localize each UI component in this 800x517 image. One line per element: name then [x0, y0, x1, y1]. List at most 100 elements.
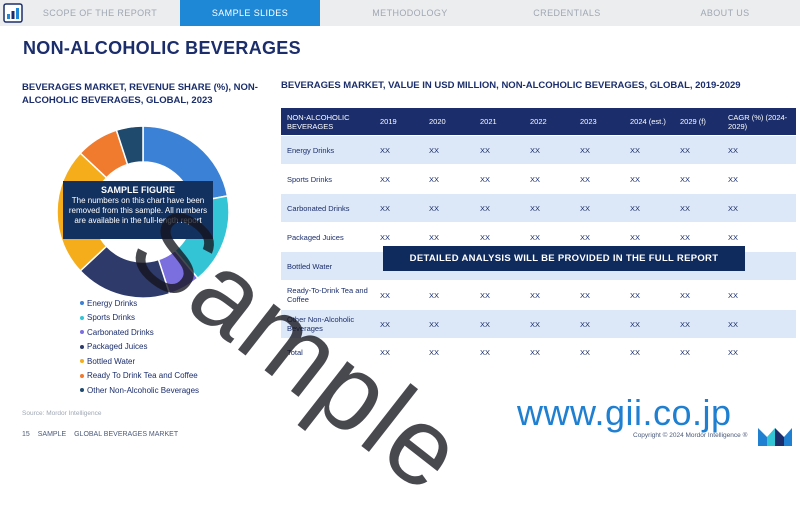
- donut-slice: [115, 125, 144, 166]
- legend-item: Bottled Water: [80, 354, 199, 369]
- table-cell: XX: [630, 290, 641, 300]
- table-cell: XX: [530, 203, 541, 213]
- legend-dot: [80, 315, 84, 320]
- table-cell: XX: [380, 203, 391, 213]
- legend-label: Carbonated Drinks: [87, 327, 154, 337]
- table-cell: XX: [680, 290, 691, 300]
- table-cell: XX: [480, 174, 491, 184]
- sample-figure-heading: SAMPLE FIGURE: [100, 185, 175, 195]
- row-label: Ready-To-Drink Tea and Coffee: [287, 286, 368, 304]
- table-row: Energy Drinks XX XX XX XX XX XX XX XX: [281, 136, 796, 165]
- tab-credentials[interactable]: CREDENTIALS: [533, 8, 601, 18]
- table-cell: XX: [480, 290, 491, 300]
- row-label: Carbonated Drinks: [287, 203, 350, 213]
- row-label: Bottled Water: [287, 261, 333, 271]
- legend-dot: [80, 373, 84, 378]
- table-title: BEVERAGES MARKET, VALUE IN USD MILLION, …: [281, 80, 741, 91]
- legend-label: Packaged Juices: [87, 342, 148, 352]
- table-cell: XX: [680, 319, 691, 329]
- table-cell: XX: [530, 319, 541, 329]
- column-header: 2022: [530, 117, 547, 126]
- table-cell: XX: [680, 232, 691, 242]
- table-cell: XX: [530, 232, 541, 242]
- table-row: Sports Drinks XX XX XX XX XX XX XX XX: [281, 165, 796, 194]
- table-cell: XX: [429, 290, 440, 300]
- table-cell: XX: [728, 174, 739, 184]
- table-cell: XX: [680, 203, 691, 213]
- tab-methodology[interactable]: METHODOLOGY: [372, 8, 448, 18]
- table-cell: XX: [580, 232, 591, 242]
- source-note: Source: Mordor Intelligence: [22, 410, 102, 417]
- row-label: Packaged Juices: [287, 232, 344, 242]
- table-cell: XX: [580, 290, 591, 300]
- table-header-row: NON-ALCOHOLIC BEVERAGES 2019 2020 2021 2…: [281, 108, 796, 136]
- row-label: Sports Drinks: [287, 174, 333, 184]
- report-logo-icon[interactable]: [2, 2, 24, 24]
- legend-item: Other Non-Alcoholic Beverages: [80, 383, 199, 398]
- column-header: 2023: [580, 117, 597, 126]
- tab-sample-slides[interactable]: SAMPLE SLIDES: [180, 0, 320, 26]
- column-header: 2024 (est.): [630, 117, 666, 126]
- top-nav: SCOPE OF THE REPORT SAMPLE SLIDES METHOD…: [0, 0, 800, 26]
- tab-about-us[interactable]: ABOUT US: [700, 8, 750, 18]
- footer-label: SAMPLE: [37, 431, 67, 438]
- full-report-banner: DETAILED ANALYSIS WILL BE PROVIDED IN TH…: [383, 246, 745, 271]
- legend-item: Sports Drinks: [80, 311, 199, 326]
- column-header: 2029 (f): [680, 117, 706, 126]
- table-cell: XX: [480, 348, 491, 357]
- legend-label: Energy Drinks: [87, 298, 138, 308]
- table-cell: XX: [530, 145, 541, 155]
- chart-title: BEVERAGES MARKET, REVENUE SHARE (%), NON…: [22, 82, 258, 106]
- legend-dot: [80, 359, 84, 364]
- table-cell: XX: [630, 348, 641, 357]
- legend-label: Bottled Water: [87, 356, 136, 366]
- table-cell: XX: [630, 203, 641, 213]
- table-row: Other Non-Alcoholic Beverages XX XX XX XX XX X…: [281, 310, 796, 339]
- row-label: Energy Drinks: [287, 145, 335, 155]
- column-header: NON-ALCOHOLIC BEVERAGES: [287, 112, 350, 131]
- table-cell: XX: [429, 203, 440, 213]
- legend-label: Other Non-Alcoholic Beverages: [87, 385, 200, 395]
- tab-scope-of-the-report[interactable]: SCOPE OF THE REPORT: [42, 8, 158, 18]
- legend-item: Energy Drinks: [80, 296, 199, 311]
- column-header: 2020: [429, 117, 446, 126]
- table-row: Ready-To-Drink Tea and Coffee XX XX XX XX XX X…: [281, 281, 796, 310]
- legend-item: Carbonated Drinks: [80, 325, 199, 340]
- table-cell: XX: [630, 174, 641, 184]
- table-cell: XX: [530, 348, 541, 357]
- table-cell: XX: [429, 319, 440, 329]
- table-cell: XX: [680, 348, 691, 357]
- table-cell: XX: [480, 145, 491, 155]
- table-cell: XX: [429, 232, 440, 242]
- table-cell: XX: [580, 203, 591, 213]
- table-cell: XX: [480, 203, 491, 213]
- table-cell: XX: [480, 319, 491, 329]
- table-cell: XX: [429, 145, 440, 155]
- column-header: 2021: [480, 117, 497, 126]
- table-cell: XX: [630, 232, 641, 242]
- table-cell: XX: [680, 174, 691, 184]
- table-cell: XX: [429, 348, 440, 357]
- table-cell: XX: [728, 232, 739, 242]
- table-cell: XX: [630, 145, 641, 155]
- sample-figure-text: The numbers on this chart have been remo…: [68, 196, 208, 225]
- legend-dot: [80, 344, 84, 349]
- footer: 15 SAMPLE GLOBAL BEVERAGES MARKET: [22, 431, 184, 438]
- legend-label: Sports Drinks: [87, 313, 136, 323]
- market-value-table: NON-ALCOHOLIC BEVERAGES 2019 2020 2021 2…: [281, 108, 796, 367]
- table-cell: XX: [728, 203, 739, 213]
- legend-label: Ready To Drink Tea and Coffee: [87, 371, 198, 381]
- row-label: Other Non-Alcoholic Beverages: [287, 315, 355, 333]
- footer-report-name: GLOBAL BEVERAGES MARKET: [74, 431, 179, 438]
- table-row: Total XX XX XX XX XX XX XX XX: [281, 339, 796, 367]
- row-label: Total: [287, 348, 303, 357]
- column-header: CAGR (%) (2024-2029): [728, 112, 788, 131]
- sample-figure-notice: SAMPLE FIGURE The numbers on this chart …: [63, 181, 213, 239]
- table-cell: XX: [380, 319, 391, 329]
- page-number: 15: [22, 431, 30, 438]
- table-cell: XX: [429, 174, 440, 184]
- table-cell: XX: [580, 174, 591, 184]
- table-cell: XX: [680, 145, 691, 155]
- table-cell: XX: [530, 174, 541, 184]
- table-cell: XX: [380, 145, 391, 155]
